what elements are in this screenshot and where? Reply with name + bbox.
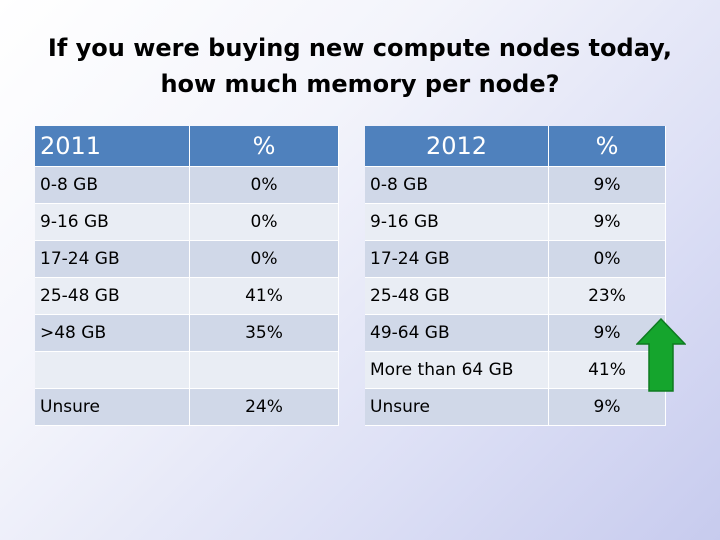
memory-range-cell: 9-16 GB [365, 204, 549, 241]
table-row: Unsure 24% [35, 389, 339, 426]
table-header-row: 2012 % [365, 126, 666, 167]
percent-cell: 0% [549, 241, 666, 278]
table-row: 0-8 GB 9% [365, 167, 666, 204]
percent-cell: 9% [549, 204, 666, 241]
percent-cell: 0% [190, 241, 339, 278]
header-percent: % [190, 126, 339, 167]
memory-range-cell: 0-8 GB [365, 167, 549, 204]
percent-cell: 23% [549, 278, 666, 315]
table-row: 25-48 GB 41% [35, 278, 339, 315]
table-row: 17-24 GB 0% [35, 241, 339, 278]
memory-range-cell [35, 352, 190, 389]
percent-cell: 41% [549, 352, 666, 389]
percent-cell: 0% [190, 167, 339, 204]
table-row: Unsure 9% [365, 389, 666, 426]
percent-cell: 9% [549, 167, 666, 204]
table-2011: 2011 % 0-8 GB 0% 9-16 GB 0% 17-24 GB 0% … [35, 126, 339, 426]
percent-cell [190, 352, 339, 389]
table-row: >48 GB 35% [35, 315, 339, 352]
percent-cell: 24% [190, 389, 339, 426]
title-line-1: If you were buying new compute nodes tod… [47, 34, 673, 62]
memory-range-cell: Unsure [365, 389, 549, 426]
title-line-2: how much memory per node? [160, 70, 560, 98]
header-year: 2011 [35, 126, 190, 167]
memory-range-cell: 9-16 GB [35, 204, 190, 241]
up-arrow-icon [636, 318, 686, 392]
memory-range-cell: 25-48 GB [365, 278, 549, 315]
table-header-row: 2011 % [35, 126, 339, 167]
memory-range-cell: 25-48 GB [35, 278, 190, 315]
table-row: 17-24 GB 0% [365, 241, 666, 278]
header-year: 2012 [365, 126, 549, 167]
header-percent: % [549, 126, 666, 167]
memory-range-cell: 17-24 GB [35, 241, 190, 278]
memory-range-cell: More than 64 GB [365, 352, 549, 389]
table-2012: 2012 % 0-8 GB 9% 9-16 GB 9% 17-24 GB 0% … [365, 126, 666, 426]
memory-range-cell: 17-24 GB [365, 241, 549, 278]
percent-cell: 41% [190, 278, 339, 315]
table-row: 0-8 GB 0% [35, 167, 339, 204]
slide-title: If you were buying new compute nodes tod… [0, 30, 720, 102]
table-row: 49-64 GB 9% [365, 315, 666, 352]
percent-cell: 0% [190, 204, 339, 241]
memory-range-cell: >48 GB [35, 315, 190, 352]
table-row: 25-48 GB 23% [365, 278, 666, 315]
memory-range-cell: Unsure [35, 389, 190, 426]
percent-cell: 35% [190, 315, 339, 352]
memory-range-cell: 49-64 GB [365, 315, 549, 352]
table-row: 9-16 GB 0% [35, 204, 339, 241]
memory-range-cell: 0-8 GB [35, 167, 190, 204]
table-row [35, 352, 339, 389]
table-row: 9-16 GB 9% [365, 204, 666, 241]
table-row: More than 64 GB 41% [365, 352, 666, 389]
percent-cell: 9% [549, 389, 666, 426]
